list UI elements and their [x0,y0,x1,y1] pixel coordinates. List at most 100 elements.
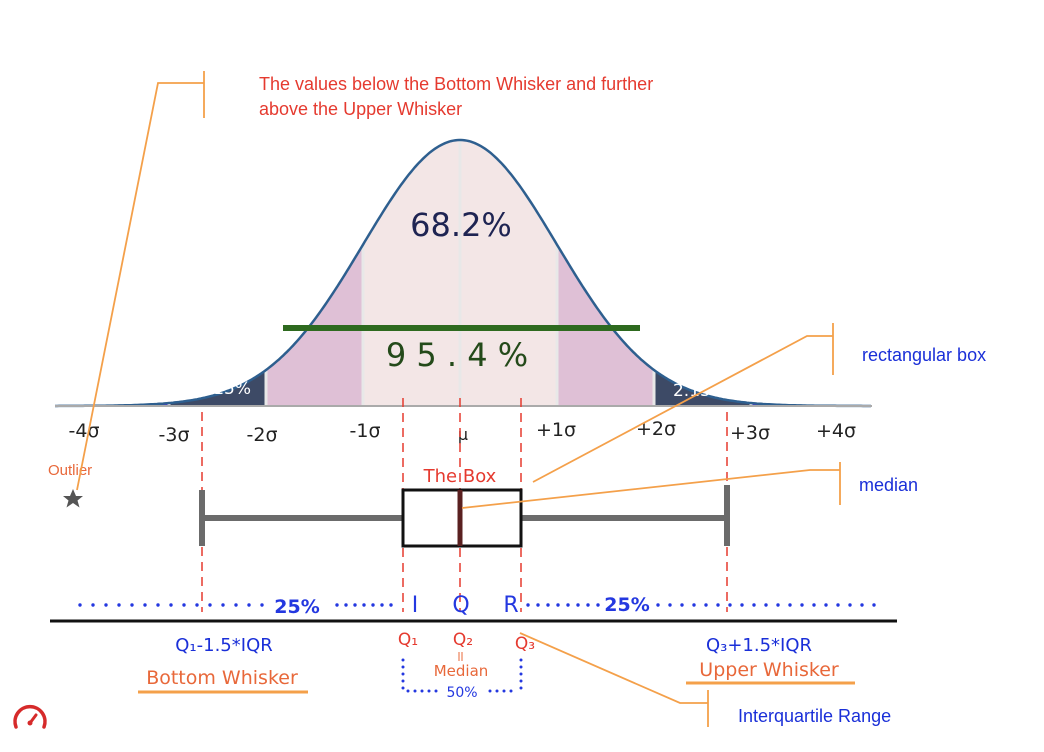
dot [728,603,732,607]
dot [389,603,393,607]
dot [362,603,366,607]
outlier-note-line1: The values below the Bottom Whisker and … [259,74,653,94]
dots-right-segment [656,603,876,607]
outlier-label: Outlier [48,462,92,479]
bracket-dot [519,672,523,676]
dot [182,603,186,607]
dot [156,603,160,607]
iqr-letter-i: I [412,593,419,618]
rectangular-box-callout [532,335,833,483]
right-quarter-label: 25% [604,594,649,616]
tick-minus-4-sigma: -4σ [69,420,100,442]
dot [812,603,816,607]
tick-minus-1-sigma: -1σ [350,420,381,442]
dot [576,603,580,607]
right-tail-percent-label: 2.15% [673,381,727,401]
dot [371,603,375,607]
dot [344,603,348,607]
bracket-dot [401,686,405,690]
normal-curve [55,138,871,408]
dot [169,603,173,607]
outlier-note-line2: above the Upper Whisker [259,99,462,119]
q1-label: Q₁ [398,630,418,650]
dot [566,603,570,607]
upper-whisker-label: Upper Whisker [699,659,839,681]
q1-minus-iqr-label: Q₁-1.5*IQR [175,635,273,656]
bracket-dot [434,689,438,693]
dot [353,603,357,607]
dot [586,603,590,607]
median-small-label: Median [434,662,489,680]
dot [91,603,95,607]
dot [656,603,660,607]
tick-plus-3-sigma: +3σ [730,422,770,444]
bottom-whisker-label: Bottom Whisker [146,667,298,689]
tick-mu: μ [458,425,468,444]
dot [260,603,264,607]
dot [78,603,82,607]
bracket-dot [509,689,513,693]
bracket-dot [519,658,523,662]
dot [764,603,768,607]
bracket-dot [406,689,410,693]
dot [680,603,684,607]
dot [536,603,540,607]
fifty-percent-label: 50% [446,685,477,701]
bracket-dot [495,689,499,693]
bracket-dot [401,658,405,662]
dot [596,603,600,607]
iqr-letter-r: R [503,593,518,618]
rectangular-box-label: rectangular box [862,345,986,365]
dot [208,603,212,607]
region-2-3-sigma-left [169,370,266,406]
dot [526,603,530,607]
dot [872,603,876,607]
dot [247,603,251,607]
dot [335,603,339,607]
bracket-dot [413,689,417,693]
dot [716,603,720,607]
tick-plus-2-sigma: +2σ [636,418,676,440]
dot [195,603,199,607]
tick-plus-1-sigma: +1σ [536,419,576,441]
dot [130,603,134,607]
dot [788,603,792,607]
median-callout [461,469,840,509]
dot [143,603,147,607]
bracket-dot [488,689,492,693]
dot [104,603,108,607]
bracket-dot [519,679,523,683]
speedometer-icon [13,704,47,729]
quartile-dots [78,603,876,607]
bracket-dot [519,665,523,669]
dot [752,603,756,607]
dot [800,603,804,607]
median-label: median [859,475,918,495]
interquartile-range-label: Interquartile Range [738,706,891,726]
left-quarter-label: 25% [274,596,319,618]
bracket-dot [401,672,405,676]
the-box-label: The Box [423,466,497,487]
bracket-dot [420,689,424,693]
dot [776,603,780,607]
dot [556,603,560,607]
dot [824,603,828,607]
dot [546,603,550,607]
dot [704,603,708,607]
tick-minus-2-sigma: -2σ [247,424,278,446]
bracket-dot [502,689,506,693]
iqr-callout [519,632,708,704]
dot [221,603,225,607]
star-icon [63,489,83,508]
left-tail-percent-label: 2.15% [197,379,251,399]
dot [836,603,840,607]
q3-label: Q₃ [515,634,535,654]
tick-plus-4-sigma: +4σ [816,420,856,442]
tick-minus-3-sigma: -3σ [159,424,190,446]
dot [848,603,852,607]
q2-label: Q₂ [453,630,473,650]
dot [668,603,672,607]
bracket-dot [427,689,431,693]
dot [117,603,121,607]
